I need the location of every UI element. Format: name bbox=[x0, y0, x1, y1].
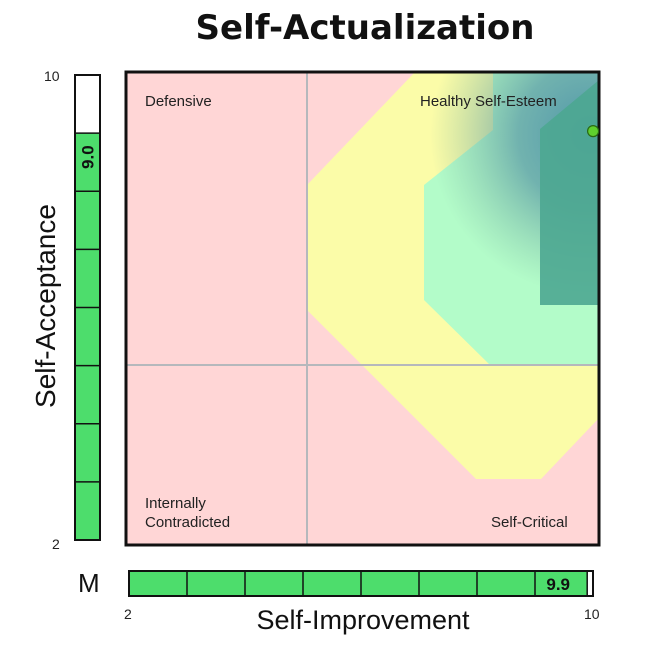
data-point bbox=[586, 125, 600, 138]
quadrant-label-defensive: Defensive bbox=[145, 93, 212, 110]
y-score-bar bbox=[74, 74, 101, 541]
y-tick-top: 10 bbox=[44, 68, 60, 84]
x-score-bar bbox=[128, 570, 594, 597]
quadrant-label-internally-contradicted: Internally Contradicted bbox=[145, 494, 230, 532]
y-bar-frame bbox=[74, 74, 101, 541]
x-bar-frame bbox=[128, 570, 594, 597]
x-bar-fill bbox=[129, 571, 588, 596]
dark-zone bbox=[540, 80, 599, 305]
quadrant-label-healthy-self-esteem: Healthy Self-Esteem bbox=[420, 93, 557, 110]
quadrant-label-line: Contradicted bbox=[145, 514, 231, 531]
x-tick-left: 2 bbox=[124, 606, 132, 622]
x-tick-right: 10 bbox=[584, 606, 600, 622]
plot-frame bbox=[124, 70, 601, 547]
quadrant-label-line: Internally bbox=[145, 495, 206, 512]
x-bar-value-label: 9.9 bbox=[546, 575, 570, 594]
chart-title: Self-Actualization bbox=[195, 8, 535, 48]
y-bar-fill bbox=[75, 133, 100, 540]
y-tick-bottom: 2 bbox=[52, 536, 60, 552]
x-bar-prefix: M bbox=[78, 568, 100, 598]
x-axis-label: Self-Improvement bbox=[256, 605, 470, 635]
quadrant-label-self-critical: Self-Critical bbox=[491, 514, 568, 531]
y-bar-value-label: 9.0 bbox=[79, 145, 98, 169]
